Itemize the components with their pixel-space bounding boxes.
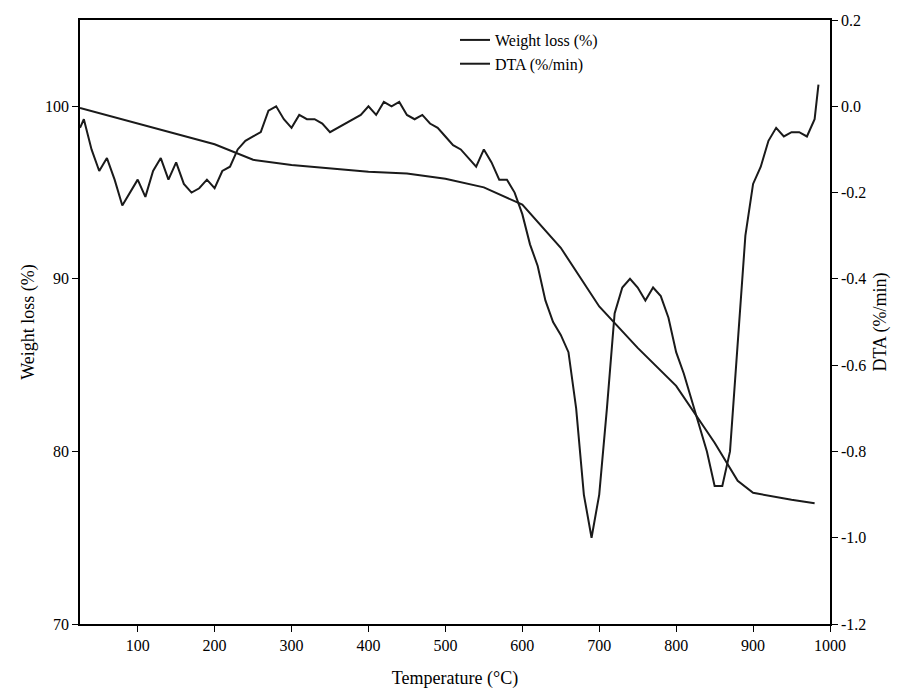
svg-text:70: 70 (53, 616, 69, 633)
svg-text:1000: 1000 (814, 637, 846, 654)
svg-text:200: 200 (203, 637, 227, 654)
svg-text:80: 80 (53, 443, 69, 460)
svg-text:900: 900 (741, 637, 765, 654)
svg-text:-0.6: -0.6 (841, 357, 866, 374)
svg-text:-0.8: -0.8 (841, 443, 866, 460)
svg-text:0.0: 0.0 (841, 98, 861, 115)
svg-text:100: 100 (45, 98, 69, 115)
svg-text:Weight loss (%): Weight loss (%) (495, 32, 598, 50)
svg-text:100: 100 (126, 637, 150, 654)
svg-text:-0.4: -0.4 (841, 270, 866, 287)
svg-text:-0.2: -0.2 (841, 184, 866, 201)
svg-text:400: 400 (356, 637, 380, 654)
svg-text:800: 800 (664, 637, 688, 654)
svg-text:Weight loss (%): Weight loss (%) (18, 264, 39, 380)
svg-text:700: 700 (587, 637, 611, 654)
svg-text:500: 500 (433, 637, 457, 654)
svg-text:DTA (%/min): DTA (%/min) (870, 272, 891, 371)
svg-text:DTA (%/min): DTA (%/min) (495, 56, 583, 74)
svg-text:600: 600 (510, 637, 534, 654)
svg-text:300: 300 (280, 637, 304, 654)
svg-text:-1.2: -1.2 (841, 616, 866, 633)
svg-text:Temperature (°C): Temperature (°C) (392, 668, 518, 689)
svg-text:-1.0: -1.0 (841, 529, 866, 546)
svg-text:0.2: 0.2 (841, 12, 861, 29)
svg-text:90: 90 (53, 270, 69, 287)
